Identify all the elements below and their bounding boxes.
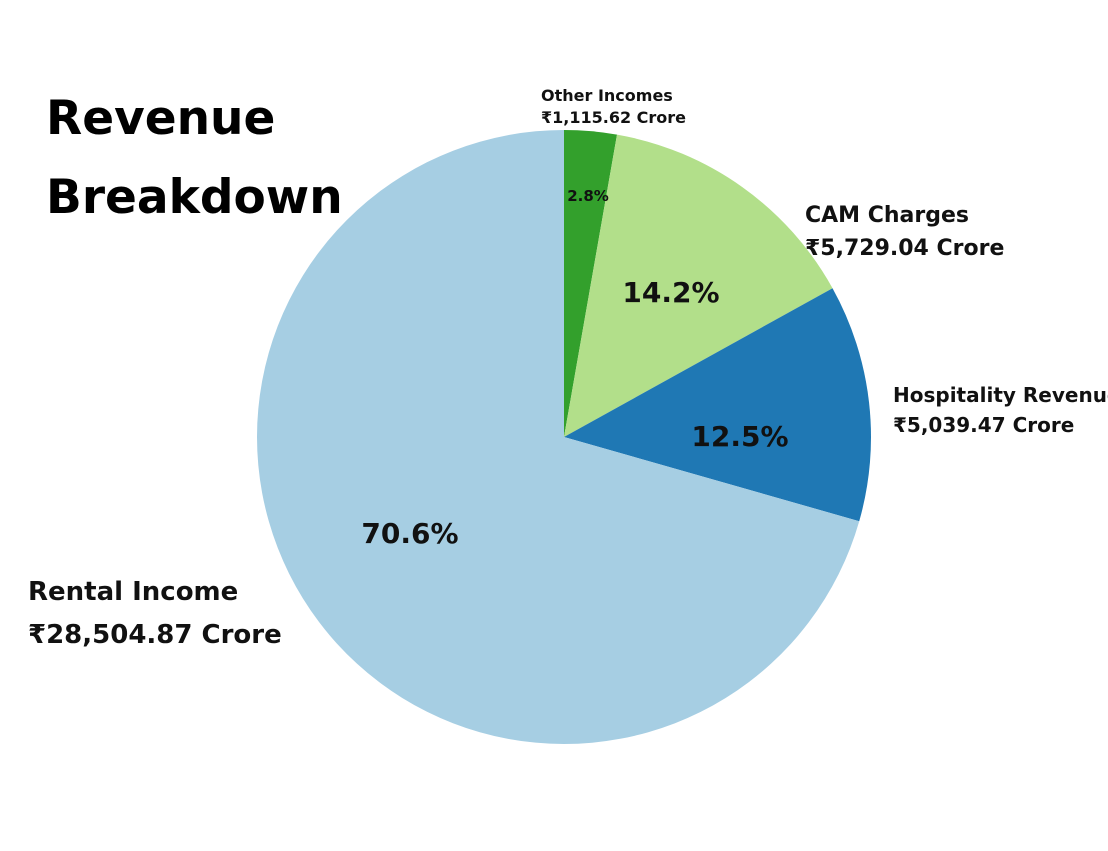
pie-category-name-hospitality-revenue: Hospitality Revenue [893,383,1108,407]
pie-category-name-other-incomes: Other Incomes [541,86,673,105]
pie-percent-label-other-incomes: 2.8% [567,187,609,205]
pie-percent-label-hospitality-revenue: 12.5% [691,420,788,453]
pie-slices [256,129,871,744]
pie-category-value-hospitality-revenue: ₹5,039.47 Crore [893,413,1074,437]
pie-percent-labels: 2.8% 14.2% 12.5% 70.6% [361,187,788,550]
pie-category-name-cam-charges: CAM Charges [805,203,969,228]
pie-slice-other-incomes [564,130,618,437]
chart-title: Revenue Breakdown [46,91,343,225]
pie-category-value-other-incomes: ₹1,115.62 Crore [541,108,686,127]
pie-category-name-rental-income: Rental Income [28,577,238,607]
chart-title-line-1: Revenue [46,91,275,146]
pie-slice-rental-income [256,129,860,744]
pie-category-value-rental-income: ₹28,504.87 Crore [28,620,282,650]
pie-percent-label-rental-income: 70.6% [361,517,458,550]
pie-category-value-cam-charges: ₹5,729.04 Crore [805,236,1004,261]
pie-slice-cam-charges [564,134,833,437]
pie-category-labels: Other Incomes ₹1,115.62 Crore CAM Charges ₹… [28,86,1108,650]
chart-title-line-2: Breakdown [46,170,343,225]
pie-slice-hospitality-revenue [564,288,871,522]
pie-percent-label-cam-charges: 14.2% [622,276,719,309]
